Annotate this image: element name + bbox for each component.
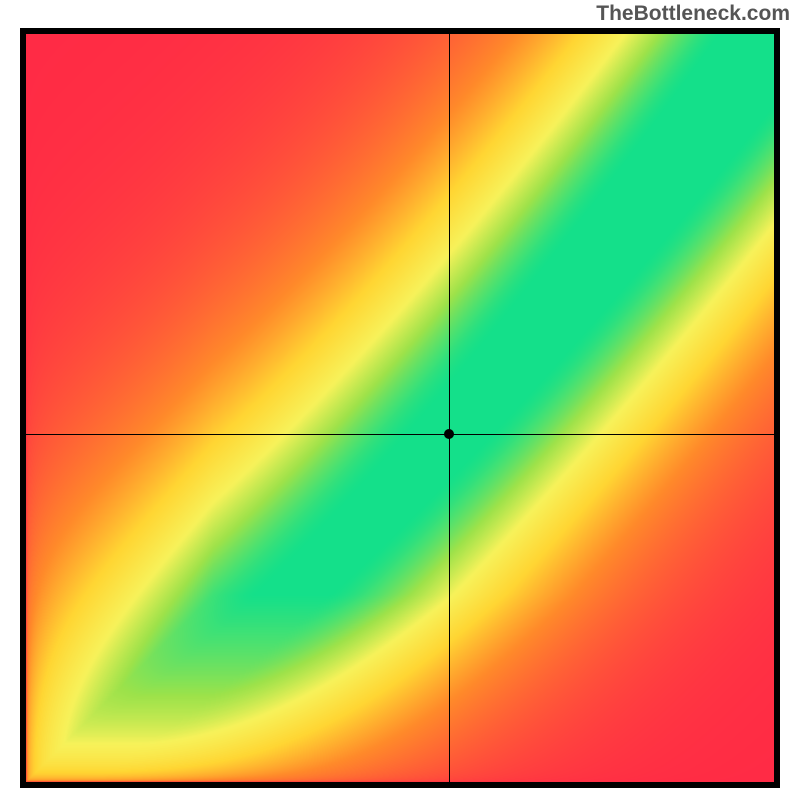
crosshair-horizontal (26, 434, 774, 435)
crosshair-vertical (449, 34, 450, 782)
crosshair-marker (444, 429, 454, 439)
bottleneck-chart (20, 28, 780, 788)
heatmap-canvas (26, 34, 774, 782)
watermark-text: TheBottleneck.com (0, 0, 800, 28)
